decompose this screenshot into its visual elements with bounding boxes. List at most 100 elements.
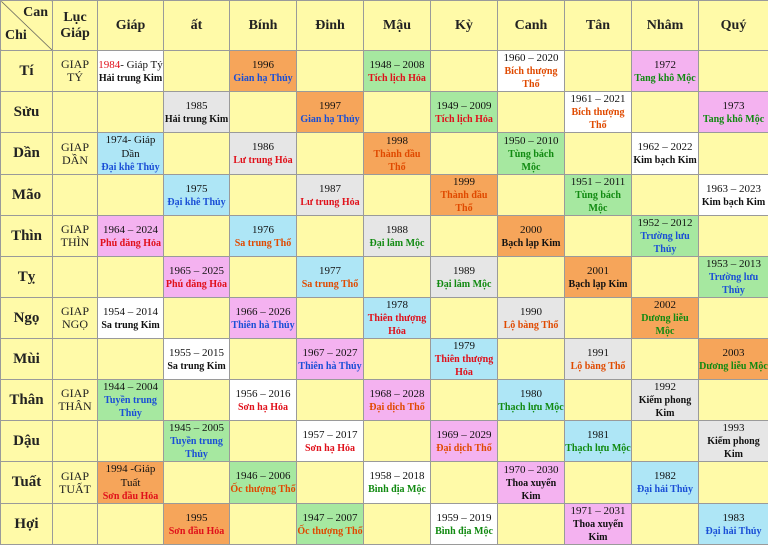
year-line: 1962 – 2022 xyxy=(632,140,698,154)
chi-cell: Thìn xyxy=(1,216,53,257)
empty-cell xyxy=(230,175,297,216)
year-line: 1948 – 2008 xyxy=(364,58,430,72)
element-name: Bạch lạp Kim xyxy=(498,237,564,250)
year: 1997 xyxy=(319,100,341,112)
year-line: 1949 – 2009 xyxy=(431,99,497,113)
empty-cell xyxy=(164,51,230,92)
chi-cell: Hợi xyxy=(1,504,53,545)
year: 1958 – 2018 xyxy=(370,470,425,482)
year-line: 1964 – 2024 xyxy=(98,223,163,237)
element-name: Sơn hạ Hỏa xyxy=(297,442,363,455)
empty-cell xyxy=(431,51,498,92)
element-name: Tang khô Mộc xyxy=(632,72,698,85)
empty-cell xyxy=(53,339,98,380)
luc-giap-cell: GIAP THÌN xyxy=(53,216,98,257)
year-line: 1953 – 2013 xyxy=(699,257,768,271)
element-name: Bích thượng Thổ xyxy=(565,106,631,132)
empty-cell xyxy=(297,216,364,257)
year: 1956 – 2016 xyxy=(236,388,291,400)
element-name: Gian hạ Thủy xyxy=(297,113,363,126)
element-name: Thành đầu Thổ xyxy=(364,148,430,174)
empty-cell xyxy=(632,421,699,462)
year-line: 1990 xyxy=(498,305,564,319)
empty-cell xyxy=(230,421,297,462)
year-line: 1978 xyxy=(364,298,430,312)
year-line: 1998 xyxy=(364,134,430,148)
year-line: 1969 – 2029 xyxy=(431,428,497,442)
element-name: Đại khê Thủy xyxy=(164,196,229,209)
year: 1952 – 2012 xyxy=(638,217,693,229)
element-name: Thiên thượng Hỏa xyxy=(364,312,430,338)
element-name: Ốc thượng Thổ xyxy=(297,525,363,538)
element-name: Tích lịch Hỏa xyxy=(431,113,497,126)
year-line: 1991 xyxy=(565,346,631,360)
corner-top: Can xyxy=(23,5,48,21)
year-line: 1957 – 2017 xyxy=(297,428,363,442)
element-name: Dương liễu Mộc xyxy=(699,360,768,373)
year-line: 2002 xyxy=(632,298,698,312)
empty-cell xyxy=(565,380,632,421)
header-cell: ất xyxy=(164,1,230,51)
element-name: Đại lâm Mộc xyxy=(364,237,430,250)
empty-cell xyxy=(565,298,632,339)
page: {"header":{"corner_top":"Can","corner_bo… xyxy=(0,0,768,490)
empty-cell xyxy=(632,257,699,298)
year: 1954 – 2014 xyxy=(103,306,158,318)
element-name: Đại lâm Mộc xyxy=(431,278,497,291)
year: 1998 xyxy=(386,135,408,147)
year-line: 1950 – 2010 xyxy=(498,134,564,148)
header-cell: Mậu xyxy=(364,1,431,51)
empty-cell xyxy=(53,257,98,298)
year-line: 1970 – 2030 xyxy=(498,463,564,477)
luc-giap-cell: GIAP TÝ xyxy=(53,51,98,92)
empty-cell xyxy=(297,380,364,421)
year: 1984 xyxy=(98,59,120,71)
empty-cell xyxy=(431,216,498,257)
year: 1949 – 2009 xyxy=(437,100,492,112)
year-line: 1989 xyxy=(431,264,497,278)
chi-cell: Sửu xyxy=(1,92,53,133)
header-cell: Quý xyxy=(699,1,768,51)
year-line: 1976 xyxy=(230,223,296,237)
empty-cell xyxy=(297,462,364,504)
element-name: Bích thượng Thổ xyxy=(498,65,564,91)
empty-cell xyxy=(364,339,431,380)
year: 1962 – 2022 xyxy=(638,141,693,153)
empty-cell xyxy=(498,257,565,298)
element-name: Sa trung Thổ xyxy=(297,278,363,291)
year-line: 1963 – 2023 xyxy=(699,182,768,196)
chi-cell: Mùi xyxy=(1,339,53,380)
element-name: Gian hạ Thủy xyxy=(230,72,296,85)
year-line: 1992 xyxy=(632,380,698,394)
empty-cell xyxy=(431,133,498,175)
year: 1974- Giáp Dần xyxy=(106,134,156,160)
year: 2000 xyxy=(520,224,542,236)
header-cell: Kỳ xyxy=(431,1,498,51)
year-line: 1966 – 2026 xyxy=(230,305,296,319)
empty-cell xyxy=(53,175,98,216)
year: 1990 xyxy=(520,306,542,318)
year-line: 1993 xyxy=(699,421,768,435)
empty-cell xyxy=(565,51,632,92)
